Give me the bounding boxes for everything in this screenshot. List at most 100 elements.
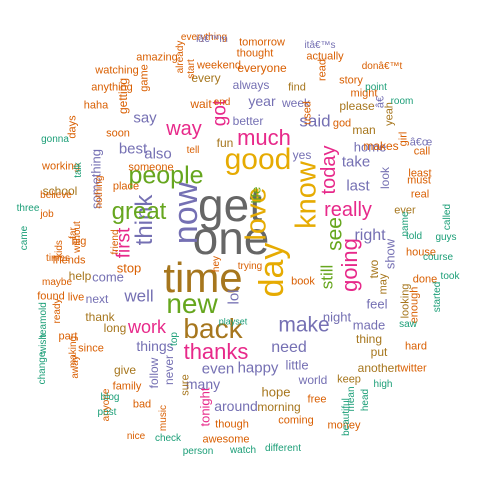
cloud-word: hope (261, 384, 291, 400)
cloud-word: working (42, 160, 80, 173)
cloud-word: now (167, 181, 205, 245)
cloud-word: believe (40, 190, 72, 201)
cloud-word: also (144, 145, 172, 163)
cloud-word: took (440, 271, 460, 282)
cloud-word: music (158, 404, 169, 432)
cloud-word: everything (180, 32, 228, 43)
cloud-word: world (298, 373, 328, 387)
cloud-word: one (192, 212, 270, 264)
cloud-word: morning (257, 400, 301, 414)
cloud-word: making (68, 335, 79, 369)
cloud-word: big (71, 235, 87, 248)
cloud-word: feel (366, 296, 388, 312)
cloud-word: playset (218, 316, 248, 327)
cloud-word: life (248, 186, 264, 204)
cloud-word: well (124, 286, 154, 306)
cloud-word: right (354, 227, 386, 244)
cloud-word: place (112, 180, 140, 193)
cloud-word: help (68, 269, 92, 283)
cloud-word: story (339, 74, 363, 87)
cloud-word: used (301, 101, 314, 125)
cloud-word: god (332, 117, 352, 130)
cloud-word: found (37, 290, 65, 303)
cloud-word: take (341, 153, 371, 171)
cloud-word: night (322, 309, 352, 325)
cloud-word: lol (225, 289, 243, 305)
cloud-word: real (410, 188, 430, 201)
cloud-word: man (352, 123, 376, 137)
cloud-word: top (169, 332, 180, 346)
cloud-word: live (67, 291, 85, 304)
cloud-word: twitter (397, 362, 427, 375)
cloud-word: end (213, 97, 231, 108)
cloud-word: great (111, 198, 167, 225)
cloud-word: please (339, 99, 375, 113)
cloud-word: friend (110, 229, 121, 255)
cloud-word: change (37, 351, 48, 385)
cloud-word: ready (52, 298, 63, 324)
cloud-word: call (413, 145, 431, 158)
cloud-word: three (16, 203, 40, 214)
cloud-word: wait (190, 97, 212, 111)
cloud-word: person (182, 446, 214, 457)
cloud-word: never (162, 354, 176, 386)
cloud-word: thing (355, 332, 383, 346)
cloud-word: thought (236, 47, 274, 60)
cloud-word: must (407, 174, 431, 187)
cloud-word: come (92, 269, 124, 285)
cloud-word: thanks (183, 339, 249, 364)
cloud-word: thank (85, 310, 115, 324)
cloud-word: soon (106, 127, 130, 140)
cloud-word: nothing (94, 175, 105, 209)
cloud-word: beautiful (341, 398, 352, 436)
cloud-word: make (278, 313, 330, 337)
cloud-word: least (408, 167, 432, 180)
cloud-word: free (307, 393, 327, 406)
cloud-word: â€ (374, 95, 387, 109)
cloud-word: saw (399, 319, 417, 330)
cloud-word: always (232, 78, 270, 92)
cloud-word: made (352, 317, 386, 333)
cloud-word: good (224, 143, 292, 176)
cloud-word: find (288, 81, 306, 94)
cloud-word: follow (147, 357, 161, 389)
cloud-word: new (166, 288, 218, 319)
cloud-word: start (186, 59, 197, 79)
cloud-word: talk (73, 162, 84, 178)
cloud-word: hard (404, 340, 428, 353)
cloud-word: family (112, 380, 142, 393)
cloud-word: guys (435, 232, 457, 243)
cloud-word: yes (292, 148, 312, 162)
cloud-word: another (357, 361, 399, 375)
cloud-word: makes (363, 139, 399, 153)
cloud-word: tell (186, 145, 200, 156)
cloud-word: gonna (41, 134, 69, 145)
cloud-word: sure (179, 374, 192, 396)
cloud-word: even (201, 360, 235, 378)
cloud-word: high (373, 379, 393, 390)
cloud-word: hey (211, 255, 222, 273)
cloud-word: actually (306, 50, 344, 63)
cloud-word: amazing (136, 51, 178, 64)
cloud-word: far (68, 227, 79, 239)
cloud-word: time (163, 254, 243, 301)
cloud-word: back (183, 313, 243, 344)
cloud-word: said (299, 111, 331, 131)
cloud-word: check (154, 433, 182, 444)
cloud-word: blog (100, 392, 120, 403)
cloud-word: different (265, 443, 301, 454)
cloud-word: home (353, 139, 387, 155)
cloud-word: point (365, 82, 387, 93)
cloud-word: donâ€™t (361, 61, 403, 72)
cloud-word: game (138, 64, 151, 92)
cloud-word: started (432, 281, 443, 313)
cloud-word: might (350, 87, 378, 100)
cloud-word: happy (237, 359, 279, 377)
cloud-word: say (133, 109, 157, 127)
cloud-word: week (281, 96, 311, 110)
cloud-word: show (382, 238, 398, 270)
cloud-word: nice (126, 431, 146, 442)
cloud-word: â€œ (409, 136, 433, 149)
cloud-word: stop (116, 260, 142, 276)
cloud-word: tomorrow (239, 36, 285, 49)
